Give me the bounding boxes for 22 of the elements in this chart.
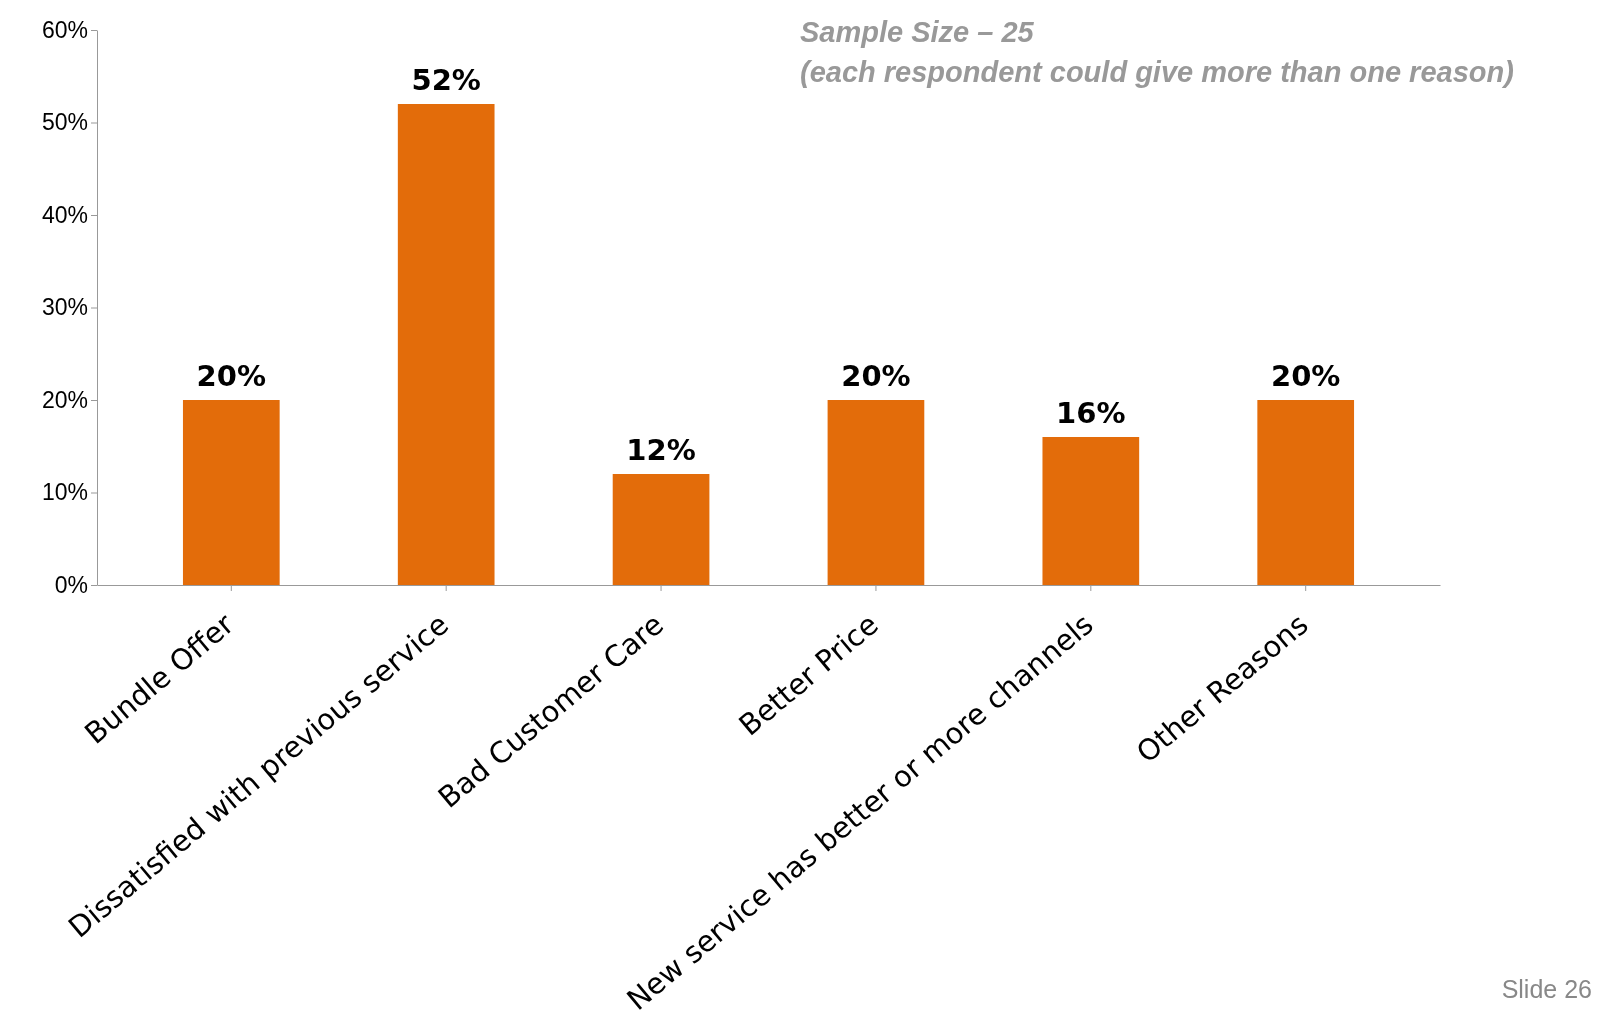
bar xyxy=(182,400,280,585)
y-tick-label: 30% xyxy=(41,294,88,321)
bar xyxy=(1257,400,1355,585)
data-label: 20% xyxy=(196,359,267,393)
bar xyxy=(612,474,710,585)
y-tick-label: 20% xyxy=(41,386,88,413)
bar xyxy=(397,104,495,585)
text: Slide 26 xyxy=(1501,975,1592,1003)
data-label: 12% xyxy=(626,433,696,467)
data-label: 16% xyxy=(1056,396,1126,430)
y-tick-label: 0% xyxy=(54,571,88,598)
y-tick-label: 10% xyxy=(41,479,88,506)
y-tick-label: 60% xyxy=(41,16,88,43)
data-label: 52% xyxy=(411,63,481,97)
bar xyxy=(1042,437,1140,585)
data-label: 20% xyxy=(1270,359,1341,393)
y-tick-label: 50% xyxy=(41,109,88,136)
annotation: (each respondent could give more than one reason) xyxy=(800,56,1514,88)
bar xyxy=(827,400,925,585)
y-tick-label: 40% xyxy=(41,201,88,228)
annotation: Sample Size – 25 xyxy=(800,16,1035,48)
data-label: 20% xyxy=(841,359,911,393)
